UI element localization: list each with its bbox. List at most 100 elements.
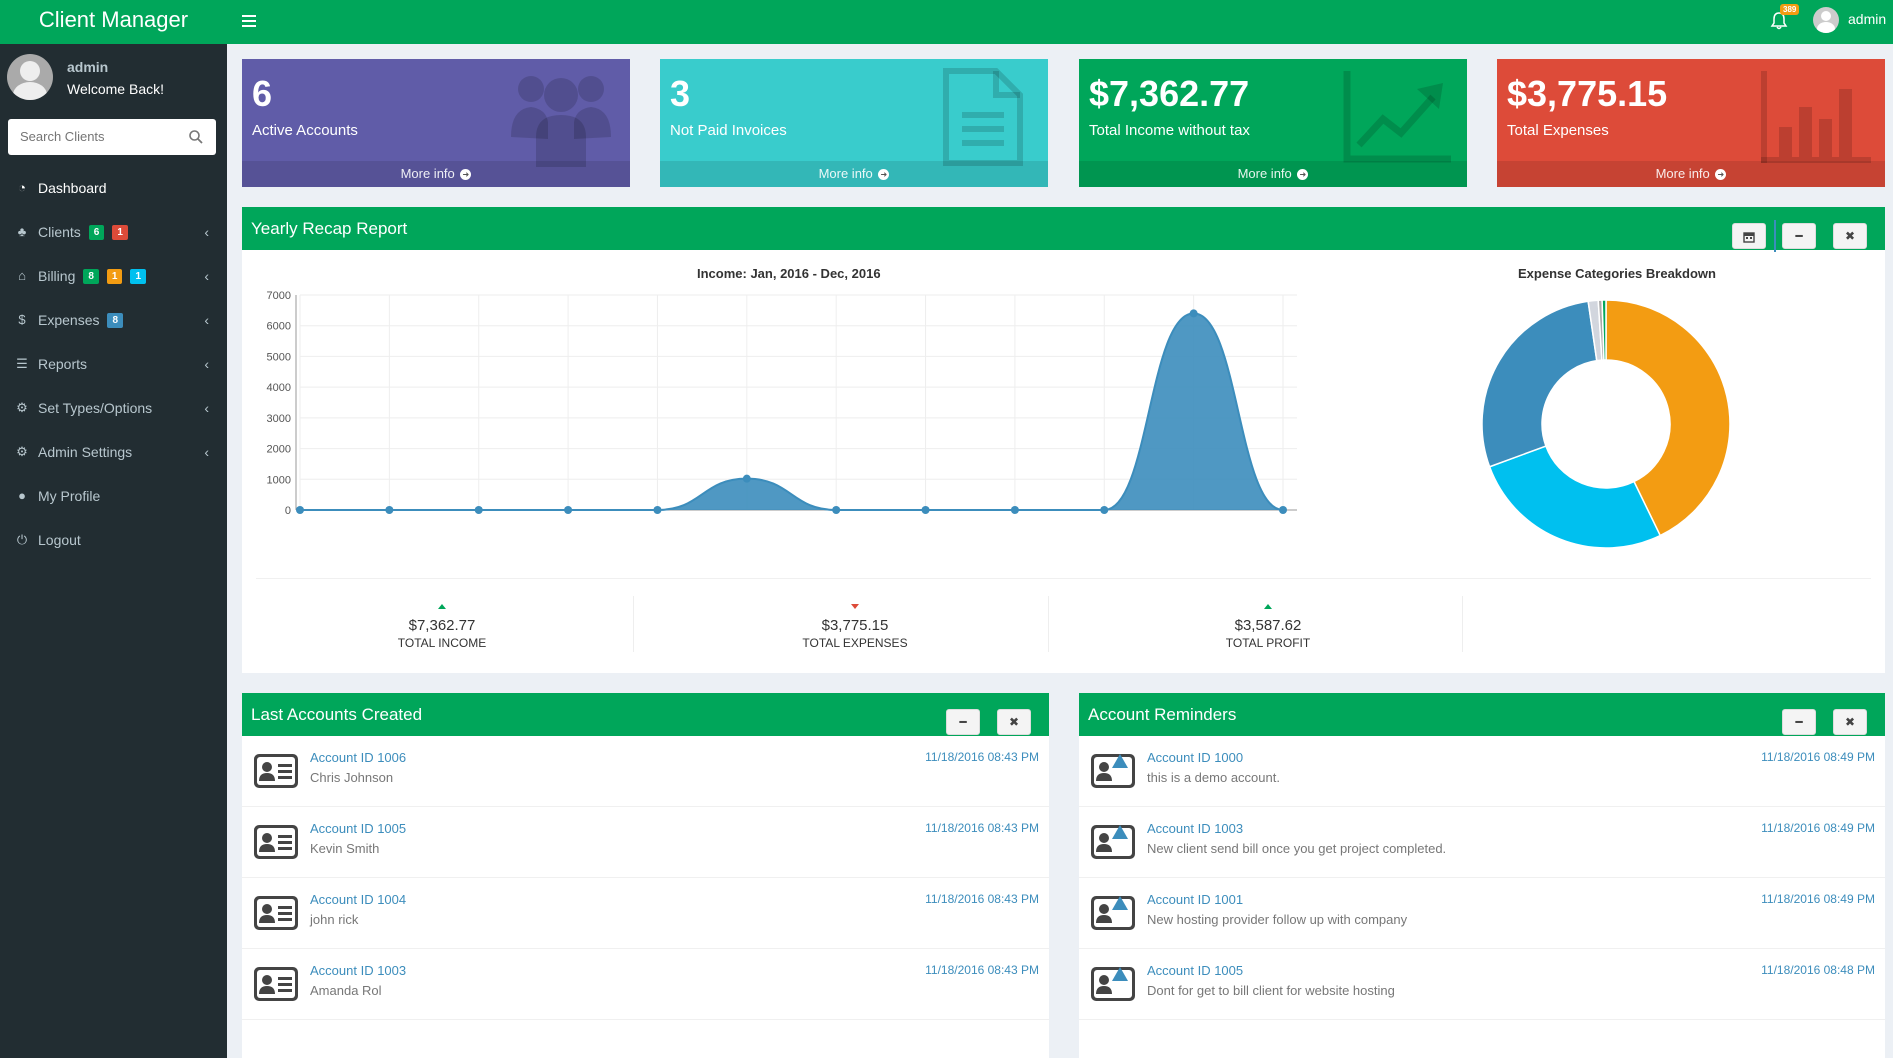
list-item[interactable]: Account ID 1006 Chris Johnson 11/18/2016 0… — [242, 736, 1049, 807]
data-point[interactable] — [1189, 309, 1198, 318]
count-badge: 6 — [88, 224, 105, 240]
account-link[interactable]: Account ID 1003 — [310, 963, 407, 978]
close-button[interactable]: ✖ — [997, 709, 1031, 735]
contact-card-alert-icon — [1091, 967, 1135, 1001]
sidebar-item-billing[interactable]: ⌂ Billing 8 1 1 ‹ — [0, 254, 227, 298]
chevron-left-icon: ‹ — [204, 312, 209, 328]
list-item[interactable]: Account ID 1003 New client send bill once… — [1079, 807, 1885, 878]
minus-icon: ━ — [959, 715, 967, 729]
contact-card-icon — [254, 967, 298, 1001]
account-link[interactable]: Account ID 1003 — [1147, 821, 1244, 836]
data-point[interactable] — [564, 506, 573, 514]
topbar-avatar[interactable] — [1813, 7, 1839, 33]
chevron-left-icon: ‹ — [204, 268, 209, 284]
data-point[interactable] — [832, 506, 841, 514]
data-point[interactable] — [742, 474, 751, 483]
data-point[interactable] — [296, 506, 304, 514]
item-description: New client send bill once you get projec… — [1147, 841, 1447, 856]
more-info-link[interactable]: More info ➜ — [660, 161, 1048, 187]
minus-icon: ━ — [1795, 229, 1803, 243]
sidebar-item-expenses[interactable]: $ Expenses 8 ‹ — [0, 298, 227, 342]
x-tick-label: December — [1258, 519, 1309, 520]
document-icon — [943, 68, 1023, 166]
donut-slice[interactable] — [1482, 300, 1598, 468]
unpaid-invoices-box: 3 Not Paid Invoices More info ➜ — [660, 59, 1048, 187]
donut-slice[interactable] — [1488, 445, 1662, 549]
dollar-icon: $ — [18, 312, 26, 327]
list-item[interactable]: Account ID 1005 Kevin Smith 11/18/2016 08:… — [242, 807, 1049, 878]
sidebar-item-set-types-options[interactable]: ⚙ Set Types/Options ‹ — [0, 386, 227, 430]
total-expenses-stat: $3,775.15 TOTAL EXPENSES — [655, 604, 1055, 650]
account-link[interactable]: Account ID 1001 — [1147, 892, 1244, 907]
sidebar-item-dashboard[interactable]: ◔ Dashboard — [0, 166, 227, 210]
account-link[interactable]: Account ID 1005 — [1147, 963, 1244, 978]
avatar — [7, 54, 53, 100]
app-logo[interactable]: Client Manager — [0, 0, 227, 44]
separator — [256, 578, 1871, 579]
collapse-button[interactable]: ━ — [1782, 709, 1816, 735]
expense-chart-title: Expense Categories Breakdown — [1518, 266, 1716, 281]
collapse-button[interactable]: ━ — [1782, 223, 1816, 249]
sidebar-item-my-profile[interactable]: ● My Profile — [0, 474, 227, 518]
sidebar-item-reports[interactable]: ☰ Reports ‹ — [0, 342, 227, 386]
list-item[interactable]: Account ID 1004 john rick 11/18/2016 08:43… — [242, 878, 1049, 949]
menu-toggle-icon[interactable] — [242, 15, 256, 27]
stat-amount: $7,362.77 — [408, 617, 476, 634]
y-tick-label: 1000 — [267, 474, 291, 486]
sidebar-item-admin-settings[interactable]: ⚙ Admin Settings ‹ — [0, 430, 227, 474]
data-point[interactable] — [921, 506, 930, 514]
list-item[interactable]: Account ID 1000 this is a demo account. 11… — [1079, 736, 1885, 807]
box-label: Not Paid Invoices — [670, 122, 787, 139]
count-badge: 8 — [107, 312, 124, 328]
search-icon[interactable] — [188, 129, 204, 145]
stat-amount: $3,587.62 — [1234, 617, 1302, 634]
account-link[interactable]: Account ID 1005 — [310, 821, 407, 836]
date-range-button[interactable] — [1732, 223, 1766, 249]
account-link[interactable]: Account ID 1006 — [310, 750, 407, 765]
contact-card-icon — [254, 825, 298, 859]
topbar-user-name[interactable]: admin — [1848, 11, 1887, 27]
box-value: $3,775.15 — [1507, 73, 1668, 114]
more-info-link[interactable]: More info ➜ — [1497, 161, 1885, 187]
search-input[interactable] — [8, 119, 178, 153]
data-point[interactable] — [1010, 506, 1019, 514]
more-info-link[interactable]: More info ➜ — [242, 161, 630, 187]
data-point[interactable] — [1279, 506, 1287, 514]
sidebar-item-logout[interactable]: ⏻ Logout — [0, 518, 227, 562]
collapse-button[interactable]: ━ — [946, 709, 980, 735]
user-name: admin — [67, 59, 109, 75]
donut-slice[interactable] — [1601, 300, 1607, 361]
sidebar-item-clients[interactable]: ♣ Clients 6 1 ‹ — [0, 210, 227, 254]
active-accounts-box: 6 Active Accounts More info ➜ — [242, 59, 630, 187]
chevron-left-icon: ‹ — [204, 444, 209, 460]
close-icon: ✖ — [1008, 715, 1020, 729]
data-point[interactable] — [385, 506, 394, 514]
y-tick-label: 6000 — [267, 321, 291, 333]
user-panel: admin Welcome Back! — [0, 44, 227, 114]
list-item[interactable]: Account ID 1003 Amanda Rol 11/18/2016 08:4… — [242, 949, 1049, 1020]
contact-card-icon — [254, 754, 298, 788]
user-icon: ● — [18, 488, 26, 503]
donut-slice[interactable] — [1605, 300, 1731, 537]
close-button[interactable]: ✖ — [1833, 223, 1867, 249]
item-description: Kevin Smith — [310, 841, 380, 856]
contact-card-alert-icon — [1091, 754, 1135, 788]
list-item[interactable]: Account ID 1001 New hosting provider foll… — [1079, 878, 1885, 949]
sidebar-item-label: Logout — [38, 532, 81, 548]
stat-amount: $3,775.15 — [821, 617, 889, 634]
stat-label: TOTAL INCOME — [397, 636, 487, 650]
data-point[interactable] — [1100, 506, 1109, 514]
box-value: 6 — [252, 73, 273, 114]
close-button[interactable]: ✖ — [1833, 709, 1867, 735]
item-timestamp: 11/18/2016 08:49 PM — [1761, 892, 1875, 906]
more-info-link[interactable]: More info ➜ — [1079, 161, 1467, 187]
data-point[interactable] — [474, 506, 483, 514]
account-link[interactable]: Account ID 1004 — [310, 892, 407, 907]
total-profit-stat: $3,587.62 TOTAL PROFIT — [1068, 604, 1468, 650]
account-link[interactable]: Account ID 1000 — [1147, 750, 1244, 765]
item-description: Dont for get to bill client for website … — [1147, 983, 1395, 998]
list-item[interactable]: Account ID 1005 Dont for get to bill clie… — [1079, 949, 1885, 1020]
item-description: john rick — [310, 912, 359, 927]
list-icon: ☰ — [16, 356, 28, 371]
data-point[interactable] — [653, 506, 662, 514]
